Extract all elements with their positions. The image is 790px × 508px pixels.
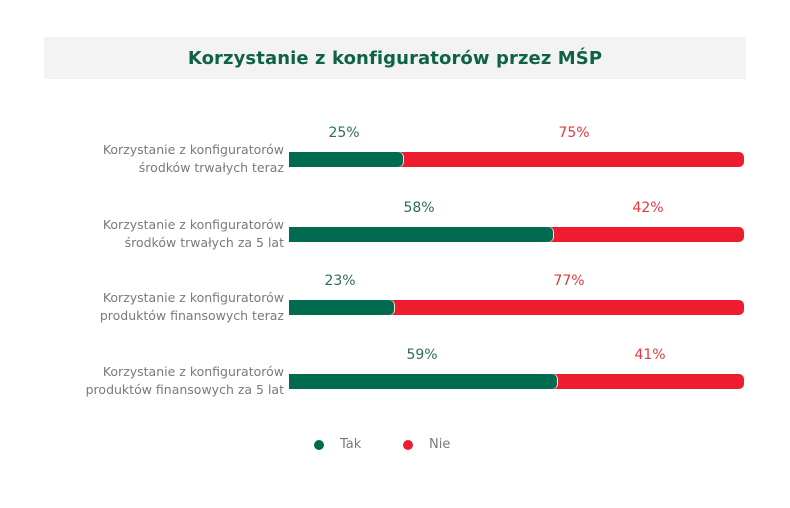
stacked-bar xyxy=(289,300,744,315)
legend-item-tak: Tak xyxy=(314,437,361,452)
legend-dot-icon xyxy=(403,439,413,450)
category-label-line2: produktów finansowych teraz xyxy=(99,308,284,323)
value-label-nie: 77% xyxy=(553,273,585,289)
bar-row: Korzystanie z konfiguratorów środków trw… xyxy=(0,200,790,270)
category-label-line1: Korzystanie z konfiguratorów xyxy=(102,290,284,305)
stacked-bar xyxy=(289,152,744,167)
category-label-line2: środków trwałych teraz xyxy=(138,160,284,175)
category-label: Korzystanie z konfiguratorów środków trw… xyxy=(24,216,284,252)
category-label-line1: Korzystanie z konfiguratorów xyxy=(102,217,284,232)
value-label-tak: 25% xyxy=(328,125,360,141)
bar-segment-tak xyxy=(289,227,553,242)
bar-row: Korzystanie z konfiguratorów produktów f… xyxy=(0,347,790,417)
bar-segment-nie xyxy=(397,152,744,167)
stacked-bar xyxy=(289,227,744,242)
category-label: Korzystanie z konfiguratorów środków trw… xyxy=(24,141,284,177)
value-label-tak: 58% xyxy=(403,200,435,216)
chart-title: Korzystanie z konfiguratorów przez MŚP xyxy=(187,47,603,69)
value-label-nie: 75% xyxy=(558,125,590,141)
bar-row: Korzystanie z konfiguratorów środków trw… xyxy=(0,125,790,195)
bar-segment-tak xyxy=(289,374,558,389)
value-label-nie: 42% xyxy=(632,200,664,216)
category-label-line2: środków trwałych za 5 lat xyxy=(124,235,284,250)
bar-segment-tak xyxy=(289,300,394,315)
category-label-line1: Korzystanie z konfiguratorów xyxy=(102,142,284,157)
stacked-bar xyxy=(289,374,744,389)
legend-label: Nie xyxy=(429,437,451,452)
bar-segment-tak xyxy=(289,152,403,167)
legend-item-nie: Nie xyxy=(403,437,450,452)
category-label-line1: Korzystanie z konfiguratorów xyxy=(102,364,284,379)
legend: Tak Nie xyxy=(0,437,790,457)
category-label: Korzystanie z konfiguratorów produktów f… xyxy=(24,363,284,399)
bar-segment-nie xyxy=(547,227,744,242)
legend-dot-icon xyxy=(314,439,324,450)
chart-title-box: Korzystanie z konfiguratorów przez MŚP xyxy=(44,37,746,79)
value-label-nie: 41% xyxy=(634,347,666,363)
bar-segment-nie xyxy=(552,374,744,389)
category-label-line2: produktów finansowych za 5 lat xyxy=(85,382,284,397)
bar-segment-nie xyxy=(388,300,744,315)
legend-label: Tak xyxy=(340,437,362,452)
category-label: Korzystanie z konfiguratorów produktów f… xyxy=(24,289,284,325)
value-label-tak: 59% xyxy=(406,347,438,363)
value-label-tak: 23% xyxy=(324,273,356,289)
bar-row: Korzystanie z konfiguratorów produktów f… xyxy=(0,273,790,343)
